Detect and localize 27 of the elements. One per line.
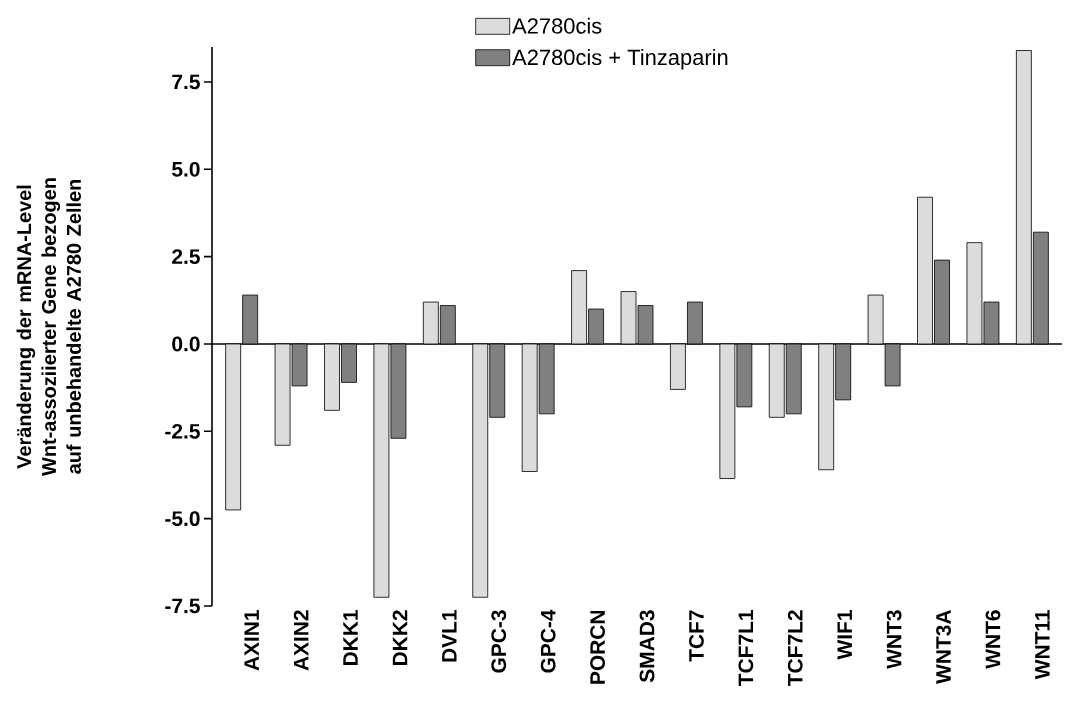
x-tick-label: TCF7L2: [787, 610, 803, 686]
x-tick-label: AXIN1: [244, 610, 259, 671]
legend-label: A2780cis + Tinzaparin: [512, 49, 728, 70]
y-tick-label: 2.5: [172, 249, 200, 265]
x-tick-label: PORCN: [590, 610, 605, 684]
x-tick-label: DVL1: [442, 610, 457, 662]
y-tick-label: -5.0: [165, 511, 200, 527]
y-axis-title: Veränderung der mRNA-Level Wnt-assoziierter Gene bezogen auf unbehandelte A2780 Zellen: [16, 178, 81, 476]
x-tick-label: DKK2: [392, 610, 408, 666]
x-tick-label: GPC-4: [540, 609, 556, 673]
x-tick-label: TCF7: [689, 610, 704, 662]
x-tick-label: WIF1: [837, 610, 852, 660]
y-tick-label: 0.0: [172, 336, 200, 352]
x-tick-label: GPC-3: [491, 610, 507, 673]
y-tick-label: 5.0: [172, 161, 200, 177]
x-tick-label: WNT6: [985, 610, 1001, 669]
y-tick-label: -7.5: [165, 598, 200, 614]
x-tick-label: WNT11: [1035, 610, 1050, 680]
y-tick-label: 7.5: [172, 74, 200, 90]
x-tick-label: WNT3A: [936, 610, 951, 684]
x-tick-label: SMAD3: [639, 610, 655, 683]
x-tick-label: DKK1: [343, 610, 358, 666]
y-tick-label: -2.5: [165, 423, 200, 439]
x-tick-label: TCF7L1: [738, 610, 754, 686]
legend-label: A2780cis: [512, 17, 602, 34]
x-tick-label: AXIN2: [293, 610, 309, 671]
x-tick-label: WNT3: [886, 610, 902, 669]
